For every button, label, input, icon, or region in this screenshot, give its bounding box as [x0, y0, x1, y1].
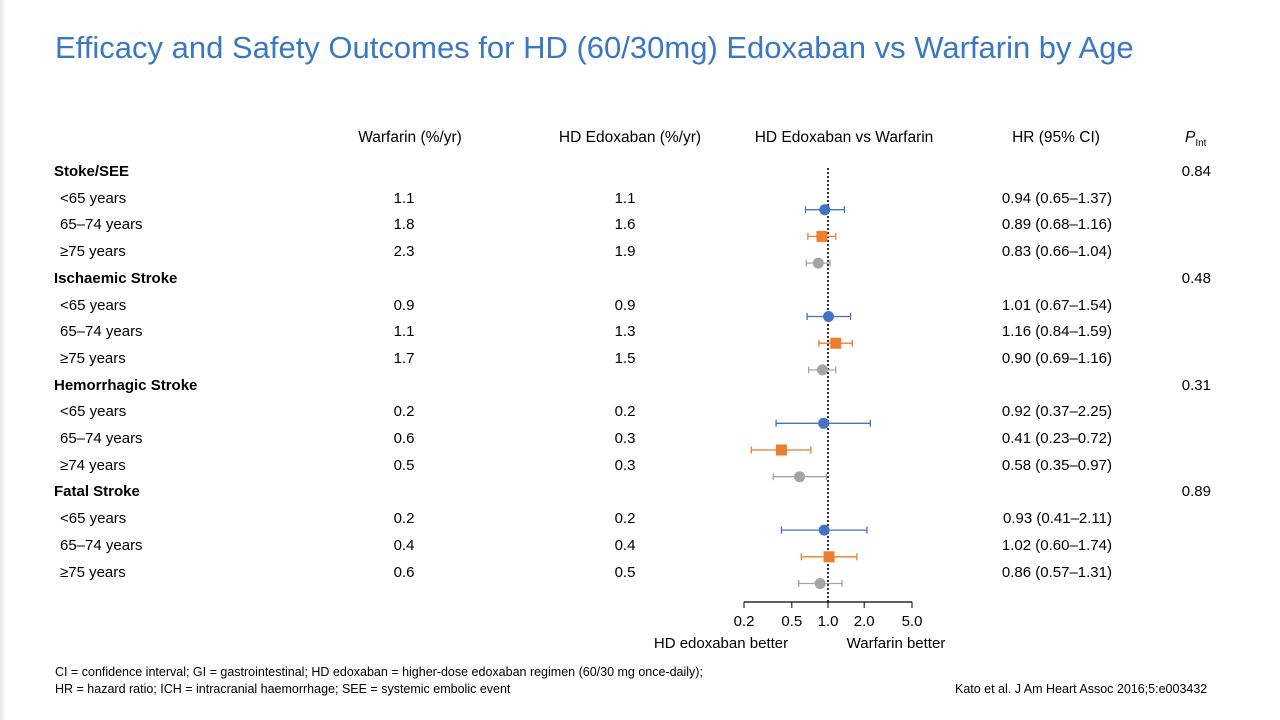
- hr-point-marker: [818, 417, 830, 429]
- hr-ci-text: 1.01 (0.67–1.54): [1001, 296, 1112, 314]
- age-label: <65 years: [60, 510, 127, 528]
- warfarin-rate: 2.3: [393, 243, 415, 261]
- warfarin-rate: 0.2: [393, 510, 415, 528]
- age-label: ≥75 years: [60, 349, 126, 367]
- slide-edge-shadow: [0, 0, 6, 720]
- header-warfarin: Warfarin (%/yr): [358, 129, 462, 146]
- hr-point-marker: [817, 364, 829, 376]
- hr-point-marker: [823, 311, 835, 322]
- p-interaction-value: 0.84: [1181, 163, 1211, 180]
- age-label: 65–74 years: [60, 323, 143, 341]
- x-tick-label: 5.0: [902, 613, 923, 630]
- x-tick-label: 0.5: [781, 613, 802, 630]
- edoxaban-rate: 1.9: [614, 243, 636, 261]
- p-interaction-value: 0.31: [1181, 376, 1211, 394]
- x-tick-label: 2.0: [854, 613, 875, 630]
- hr-point-marker: [816, 230, 828, 242]
- hr-point-marker: [814, 578, 826, 589]
- header-comparison: HD Edoxaban vs Warfarin: [754, 129, 934, 146]
- hr-point-marker: [775, 444, 787, 456]
- edoxaban-rate: 1.6: [614, 216, 636, 234]
- hr-point-marker: [819, 204, 831, 216]
- age-label: ≥75 years: [60, 563, 126, 581]
- hr-point-marker: [823, 551, 835, 563]
- age-label: 65–74 years: [60, 536, 143, 554]
- hr-point-marker: [818, 524, 830, 536]
- age-label: ≥75 years: [60, 243, 126, 261]
- hr-ci-text: 1.16 (0.84–1.59): [1001, 323, 1112, 341]
- hr-ci-text: 0.58 (0.35–0.97): [1001, 456, 1112, 474]
- age-label: <65 years: [60, 403, 127, 421]
- warfarin-rate: 1.8: [393, 216, 415, 234]
- group-heading: Stoke/SEE: [54, 163, 130, 180]
- warfarin-rate: 0.2: [393, 403, 415, 421]
- pint-sub: Int: [1195, 138, 1207, 150]
- edoxaban-rate: 0.4: [614, 536, 636, 554]
- edoxaban-rate: 0.3: [614, 430, 636, 447]
- x-tick-label: 1.0: [818, 613, 839, 630]
- warfarin-rate: 1.7: [393, 349, 415, 367]
- hr-ci-text: 0.41 (0.23–0.72): [1001, 430, 1112, 447]
- hr-ci-text: 0.83 (0.66–1.04): [1001, 243, 1112, 261]
- group-heading: Hemorrhagic Stroke: [54, 376, 198, 394]
- p-interaction-value: 0.48: [1181, 269, 1211, 287]
- age-label: ≥74 years: [60, 456, 126, 474]
- age-label: <65 years: [60, 189, 127, 207]
- footnote-line-2: HR = hazard ratio; ICH = intracranial ha…: [55, 682, 511, 696]
- left-direction-label: HD edoxaban better: [654, 635, 788, 652]
- warfarin-rate: 0.9: [393, 296, 415, 314]
- header-edoxaban: HD Edoxaban (%/yr): [558, 129, 702, 146]
- hr-ci-text: 0.93 (0.41–2.11): [1003, 510, 1112, 528]
- warfarin-rate: 0.5: [393, 456, 415, 474]
- edoxaban-rate: 1.1: [614, 189, 636, 207]
- header-pint: PInt: [1185, 129, 1206, 149]
- group-heading: Ischaemic Stroke: [54, 269, 178, 287]
- warfarin-rate: 0.6: [393, 430, 415, 447]
- edoxaban-rate: 1.3: [614, 323, 636, 341]
- footnote-line-1: CI = confidence interval; GI = gastroint…: [55, 665, 703, 679]
- citation: Kato et al. J Am Heart Assoc 2016;5:e003…: [955, 682, 1208, 696]
- hr-ci-text: 0.92 (0.37–2.25): [1001, 403, 1112, 421]
- edoxaban-rate: 0.3: [614, 456, 636, 474]
- warfarin-rate: 1.1: [393, 189, 415, 207]
- warfarin-rate: 0.4: [393, 536, 415, 554]
- x-tick-label: 0.2: [734, 613, 755, 630]
- age-label: 65–74 years: [60, 430, 143, 447]
- hr-ci-text: 0.89 (0.68–1.16): [1001, 216, 1112, 234]
- hr-point-marker: [812, 257, 824, 269]
- warfarin-rate: 0.6: [393, 563, 415, 581]
- edoxaban-rate: 0.2: [614, 403, 636, 421]
- pint-main: P: [1185, 129, 1196, 146]
- header-hr: HR (95% CI): [1012, 129, 1100, 146]
- right-direction-label: Warfarin better: [847, 635, 946, 652]
- age-label: <65 years: [60, 296, 127, 314]
- slide-title: Efficacy and Safety Outcomes for HD (60/…: [55, 30, 1134, 65]
- edoxaban-rate: 0.2: [614, 510, 636, 528]
- warfarin-rate: 1.1: [393, 323, 415, 341]
- hr-ci-text: 0.90 (0.69–1.16): [1001, 349, 1112, 367]
- hr-point-marker: [830, 337, 842, 349]
- hr-ci-text: 0.94 (0.65–1.37): [1001, 189, 1112, 207]
- edoxaban-rate: 1.5: [614, 349, 636, 367]
- edoxaban-rate: 0.9: [614, 296, 636, 314]
- hr-ci-text: 1.02 (0.60–1.74): [1001, 536, 1112, 554]
- p-interaction-value: 0.89: [1181, 483, 1211, 501]
- group-heading: Fatal Stroke: [54, 483, 140, 501]
- age-label: 65–74 years: [60, 216, 143, 234]
- hr-ci-text: 0.86 (0.57–1.31): [1001, 563, 1112, 581]
- edoxaban-rate: 0.5: [614, 563, 636, 581]
- hr-point-marker: [794, 471, 806, 483]
